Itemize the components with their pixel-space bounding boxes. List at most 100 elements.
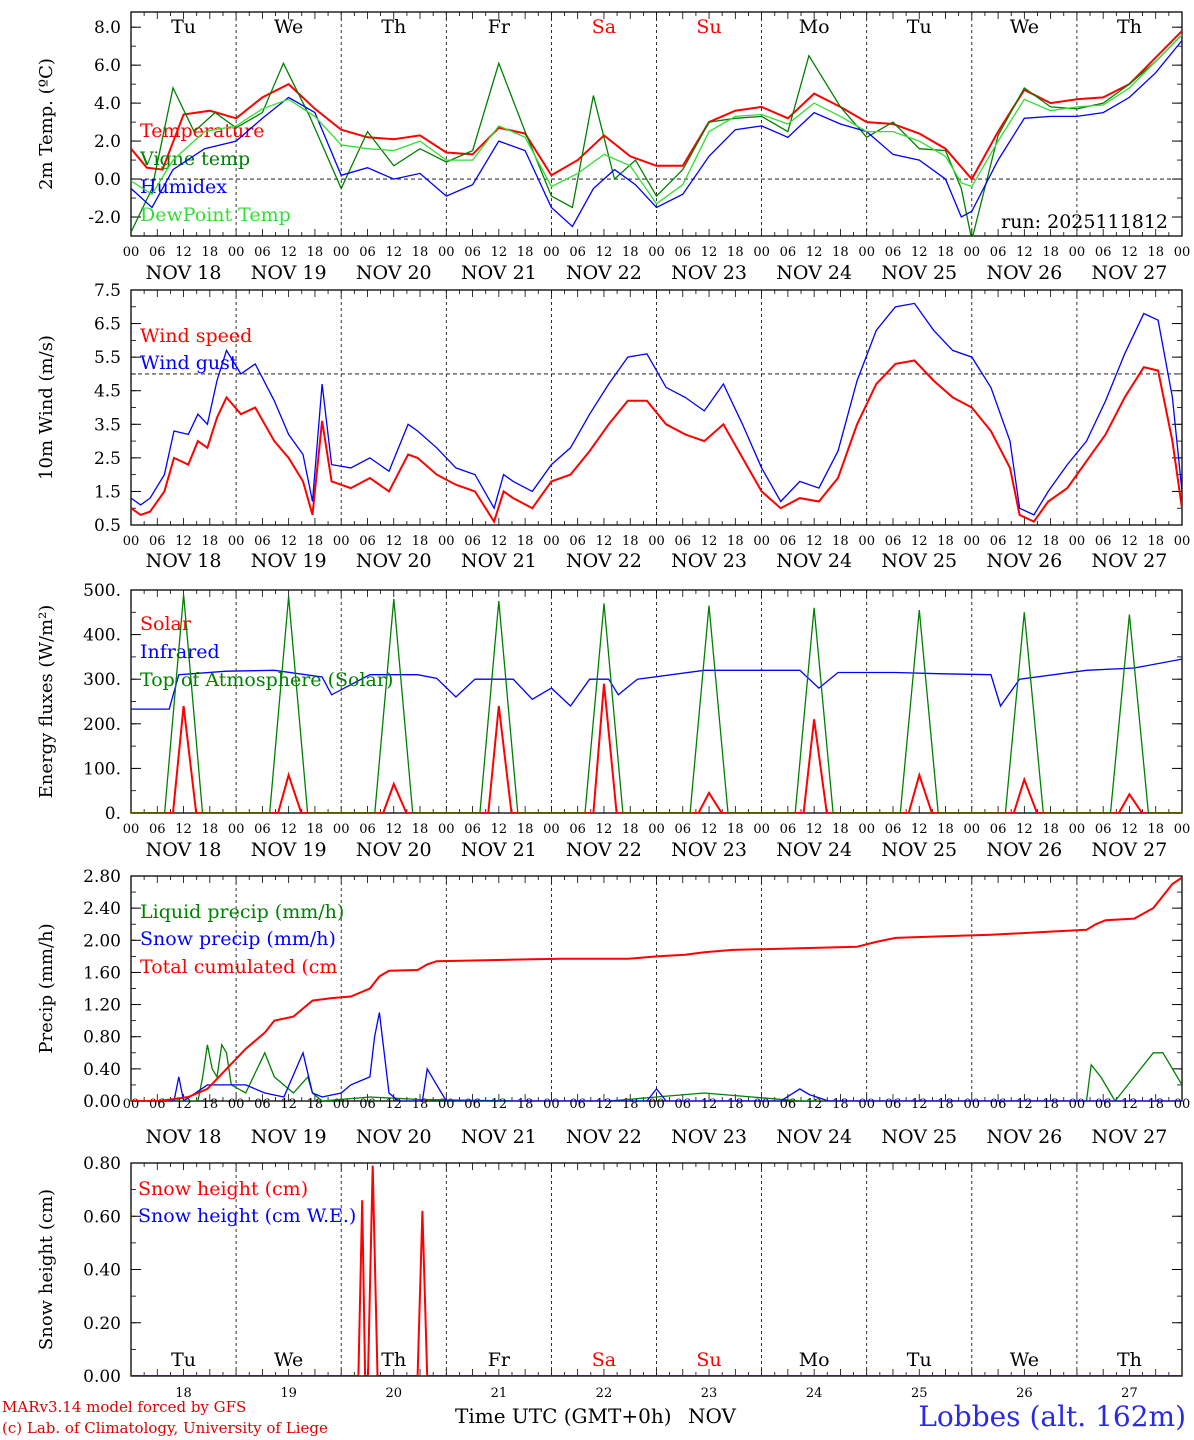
hour-tick-label: 12 xyxy=(1121,1097,1138,1112)
hour-tick-label: 12 xyxy=(1121,245,1138,260)
hour-tick-label: 18 xyxy=(517,822,534,837)
hour-tick-label: 12 xyxy=(1121,534,1138,549)
hour-tick-label: 06 xyxy=(149,822,166,837)
y-axis-label: Energy fluxes (W/m²) xyxy=(36,605,57,799)
hour-tick-label: 06 xyxy=(254,1097,271,1112)
hour-tick-label: 06 xyxy=(780,245,797,260)
y-axis-label: Snow height (cm) xyxy=(36,1189,57,1350)
y-tick-label: 0.40 xyxy=(83,1261,121,1281)
hour-tick-label: 00 xyxy=(648,822,665,837)
hour-tick-label: 06 xyxy=(885,1097,902,1112)
y-tick-label: 2.0 xyxy=(94,132,121,152)
hour-tick-label: 00 xyxy=(228,822,245,837)
hour-tick-label: 12 xyxy=(911,245,928,260)
hour-tick-label: 00 xyxy=(123,245,140,260)
legend-entry: Vigne temp xyxy=(139,148,250,170)
hour-tick-label: 12 xyxy=(596,245,613,260)
hour-tick-label: 18 xyxy=(1042,822,1059,837)
y-tick-label: 300. xyxy=(83,670,121,690)
hour-tick-label: 18 xyxy=(622,822,639,837)
y-tick-label: 1.60 xyxy=(83,963,121,983)
hour-tick-label: 12 xyxy=(280,1097,297,1112)
day-name: Su xyxy=(696,1349,721,1371)
hour-tick-label: 06 xyxy=(990,245,1007,260)
day-name: Tu xyxy=(171,16,196,38)
hour-tick-label: 06 xyxy=(885,822,902,837)
legend-entry: Temperature xyxy=(140,120,264,142)
hour-tick-label: 00 xyxy=(1174,534,1191,549)
y-tick-label: 500. xyxy=(83,581,121,601)
y-tick-label: 8.0 xyxy=(94,18,121,38)
hour-tick-label: 06 xyxy=(359,1097,376,1112)
date-label: NOV 27 xyxy=(1092,550,1168,572)
hour-tick-label: 06 xyxy=(1095,245,1112,260)
hour-tick-label: 18 xyxy=(1042,534,1059,549)
y-tick-label: 0.5 xyxy=(94,516,121,536)
hour-tick-label: 12 xyxy=(701,822,718,837)
day-name: Tu xyxy=(907,1349,932,1371)
date-label: NOV 21 xyxy=(461,1126,537,1148)
hour-tick-label: 18 xyxy=(937,1097,954,1112)
legend-entry: Snow precip (mm/h) xyxy=(140,928,336,950)
day-name: Th xyxy=(1117,1349,1142,1371)
hour-tick-label: 00 xyxy=(1069,822,1086,837)
date-label: NOV 20 xyxy=(356,839,432,861)
y-axis-label: 2m Temp. (ºC) xyxy=(36,58,57,190)
date-label: NOV 20 xyxy=(356,262,432,284)
hour-tick-label: 00 xyxy=(964,1097,981,1112)
hour-tick-label: 00 xyxy=(858,245,875,260)
day-name: We xyxy=(274,16,303,38)
hour-tick-label: 00 xyxy=(648,534,665,549)
series-line-liquid-precip-mm-h- xyxy=(131,1042,1182,1101)
day-number: 21 xyxy=(491,1386,508,1401)
hour-tick-label: 18 xyxy=(307,245,324,260)
hour-tick-label: 00 xyxy=(753,822,770,837)
hour-tick-label: 06 xyxy=(569,1097,586,1112)
hour-tick-label: 00 xyxy=(123,822,140,837)
hour-tick-label: 12 xyxy=(280,534,297,549)
date-label: NOV 22 xyxy=(566,1126,642,1148)
y-tick-label: 0. xyxy=(105,804,121,824)
hour-tick-label: 06 xyxy=(149,534,166,549)
day-number: 20 xyxy=(385,1386,402,1401)
y-tick-label: 4.5 xyxy=(94,382,121,402)
hour-tick-label: 18 xyxy=(412,822,429,837)
y-tick-label: 4.0 xyxy=(94,94,121,114)
hour-tick-label: 00 xyxy=(964,822,981,837)
hour-tick-label: 12 xyxy=(806,1097,823,1112)
hour-tick-label: 18 xyxy=(307,822,324,837)
day-name: Fr xyxy=(488,16,511,38)
hour-tick-label: 18 xyxy=(937,245,954,260)
hour-tick-label: 06 xyxy=(464,1097,481,1112)
hour-tick-label: 18 xyxy=(202,534,219,549)
date-label: NOV 23 xyxy=(671,550,747,572)
series-line-solar xyxy=(131,683,1182,813)
hour-tick-label: 18 xyxy=(832,245,849,260)
hour-tick-label: 18 xyxy=(1147,822,1164,837)
date-label: NOV 22 xyxy=(566,839,642,861)
series-line-dewpoint-temp xyxy=(131,34,1182,205)
y-tick-label: 0.80 xyxy=(83,1154,121,1174)
hour-tick-label: 00 xyxy=(858,822,875,837)
date-label: NOV 25 xyxy=(881,1126,957,1148)
hour-tick-label: 18 xyxy=(307,534,324,549)
hour-tick-label: 06 xyxy=(569,822,586,837)
hour-tick-label: 12 xyxy=(806,822,823,837)
hour-tick-label: 00 xyxy=(1174,822,1191,837)
day-name: Th xyxy=(1117,16,1142,38)
y-tick-label: 1.5 xyxy=(94,482,121,502)
date-label: NOV 18 xyxy=(146,1126,222,1148)
series-line-total-cumulated-cm xyxy=(131,876,1182,1101)
hour-tick-label: 18 xyxy=(832,822,849,837)
hour-tick-label: 12 xyxy=(701,534,718,549)
y-tick-label: 0.00 xyxy=(83,1367,121,1387)
hour-tick-label: 00 xyxy=(123,534,140,549)
date-label: NOV 18 xyxy=(146,839,222,861)
y-tick-label: 2.00 xyxy=(83,931,121,951)
date-label: NOV 24 xyxy=(776,262,852,284)
hour-tick-label: 00 xyxy=(1069,534,1086,549)
legend-entry: Snow height (cm W.E.) xyxy=(138,1205,356,1227)
date-label: NOV 19 xyxy=(251,839,327,861)
hour-tick-label: 00 xyxy=(753,245,770,260)
y-tick-label: 400. xyxy=(83,626,121,646)
